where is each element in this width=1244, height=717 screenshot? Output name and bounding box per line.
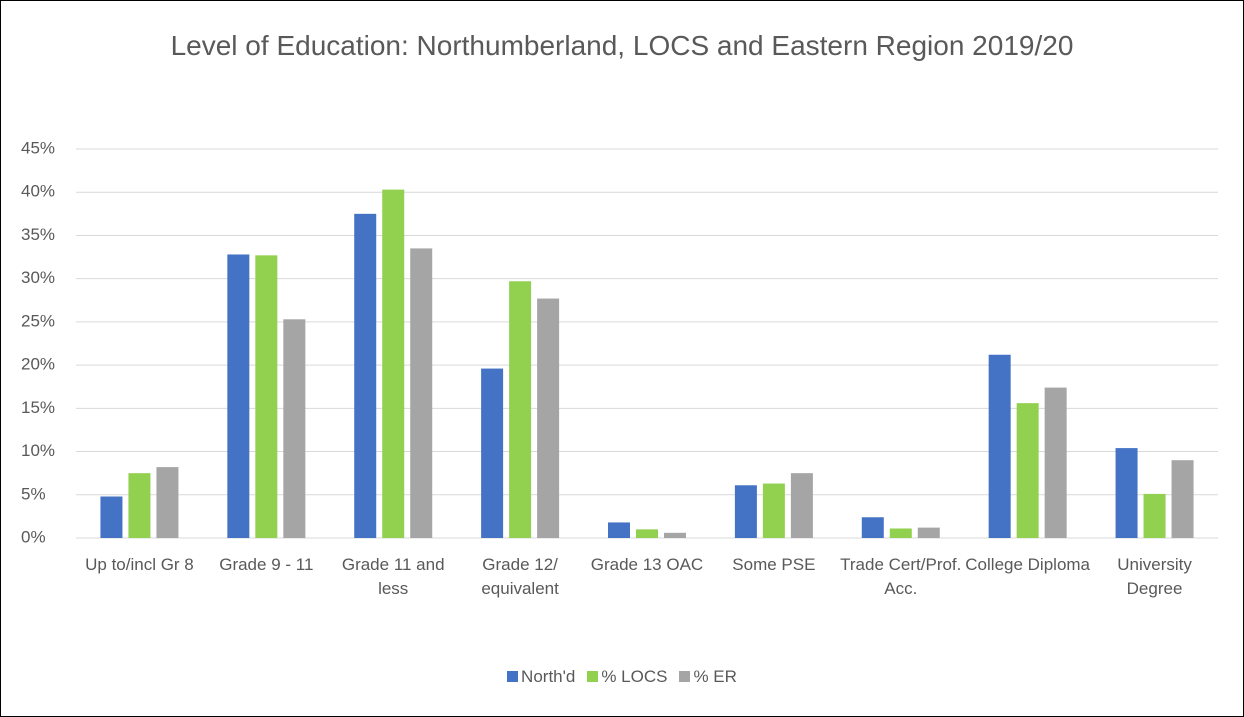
bar xyxy=(664,532,686,538)
bar xyxy=(790,473,813,538)
bar xyxy=(1115,448,1138,538)
legend-item: % LOCS xyxy=(587,667,667,687)
bar xyxy=(917,527,940,538)
bar xyxy=(1016,403,1039,538)
bar xyxy=(255,255,278,538)
bar xyxy=(762,483,785,538)
bar xyxy=(509,281,532,538)
x-tick-label: Trade Cert/Prof. Acc. xyxy=(840,555,962,598)
bar xyxy=(410,248,433,538)
x-tick-label: Grade 12/ equivalent xyxy=(481,555,559,598)
bar xyxy=(861,517,884,538)
legend-swatch xyxy=(679,671,691,682)
bar xyxy=(608,522,630,538)
y-tick-label: 25% xyxy=(21,311,55,330)
legend-label: North'd xyxy=(521,667,576,686)
bar xyxy=(1044,387,1067,538)
y-tick-label: 15% xyxy=(21,398,55,417)
bar xyxy=(734,485,757,538)
x-tick-label: Up to/incl Gr 8 xyxy=(85,555,194,574)
y-tick-label: 35% xyxy=(21,225,55,244)
x-tick-label: Grade 11 and less xyxy=(341,555,445,598)
bar xyxy=(537,298,560,538)
bar xyxy=(889,528,912,538)
bar xyxy=(128,473,151,538)
legend: North'd % LOCS % ER xyxy=(1,667,1243,687)
bar xyxy=(636,529,658,538)
bar xyxy=(1171,460,1194,538)
legend-swatch xyxy=(587,671,599,682)
x-tick-label: Grade 13 OAC xyxy=(590,555,704,574)
y-tick-label: 20% xyxy=(21,355,55,374)
chart-title: Level of Education: Northumberland, LOCS… xyxy=(170,30,1074,61)
bar xyxy=(1143,493,1166,538)
legend-swatch xyxy=(507,671,519,682)
y-tick-label: 5% xyxy=(21,484,46,503)
x-tick-label: Some PSE xyxy=(732,555,816,574)
x-tick-label: College Diploma xyxy=(965,555,1091,574)
bar xyxy=(988,354,1011,538)
bar xyxy=(227,254,250,538)
y-tick-label: 45% xyxy=(21,138,55,157)
y-tick-label: 30% xyxy=(21,268,55,287)
x-tick-label: Grade 9 - 11 xyxy=(219,555,314,574)
y-tick-label: 0% xyxy=(21,527,46,546)
legend-label: % ER xyxy=(693,667,737,686)
bar xyxy=(283,319,306,538)
legend-item: % ER xyxy=(679,667,737,687)
y-tick-label: 10% xyxy=(21,441,55,460)
bar xyxy=(354,213,377,539)
y-tick-label: 40% xyxy=(21,182,55,201)
bar xyxy=(481,368,504,538)
x-tick-label: University Degree xyxy=(1117,555,1192,598)
legend-label: % LOCS xyxy=(601,667,668,686)
bar xyxy=(156,467,179,538)
bar xyxy=(382,189,405,538)
legend-item: North'd xyxy=(507,667,575,687)
bar xyxy=(100,496,123,538)
